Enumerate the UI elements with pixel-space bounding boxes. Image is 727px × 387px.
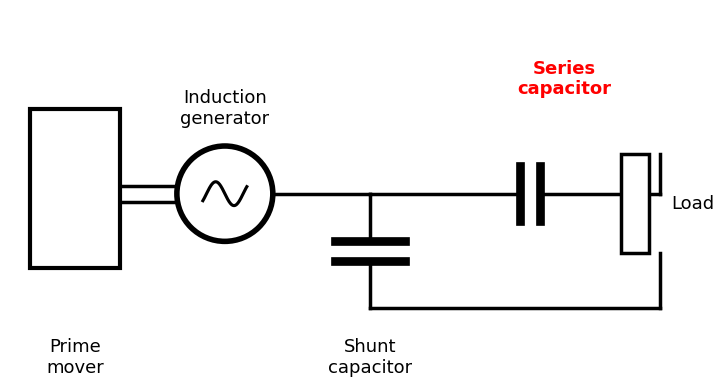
Text: Series
capacitor: Series capacitor [518, 60, 611, 98]
Bar [30, 109, 120, 268]
Circle shape [177, 146, 273, 241]
Bar [621, 154, 648, 253]
Text: Shunt
capacitor: Shunt capacitor [328, 338, 411, 377]
Text: Induction
generator: Induction generator [180, 89, 270, 128]
Text: Prime
mover: Prime mover [46, 338, 104, 377]
Text: Load: Load [672, 195, 715, 212]
